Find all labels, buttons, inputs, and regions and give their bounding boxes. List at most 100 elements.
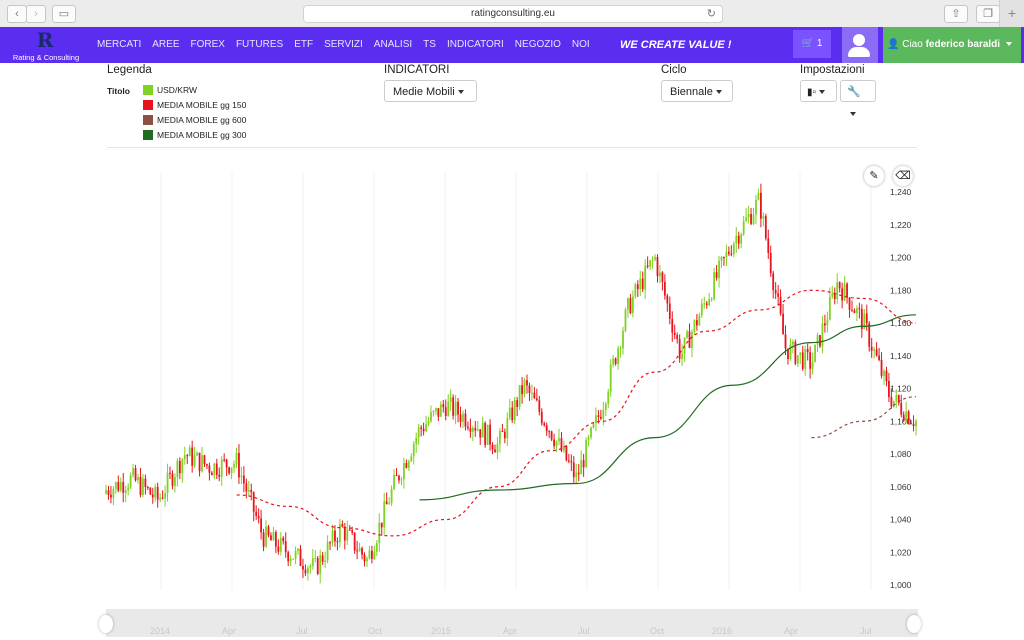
cart-button[interactable]: 🛒 1 bbox=[793, 30, 831, 58]
candle bbox=[151, 494, 154, 498]
navigator-bar[interactable] bbox=[106, 609, 918, 637]
candle bbox=[905, 411, 908, 421]
user-avatar[interactable] bbox=[842, 27, 878, 63]
menu-item-forex[interactable]: FOREX bbox=[190, 39, 225, 50]
price-chart[interactable]: 1,000 1,020 1,040 1,060 1,080 1,100 1,120 1,140… bbox=[0, 150, 1024, 608]
legend-item[interactable]: MEDIA MOBILE gg 600 bbox=[143, 115, 246, 125]
candle bbox=[558, 438, 560, 442]
candle bbox=[277, 546, 280, 552]
candle bbox=[851, 309, 853, 311]
legend-swatch bbox=[143, 115, 153, 125]
forward-button[interactable]: › bbox=[26, 5, 46, 23]
navigator-right-handle[interactable] bbox=[907, 615, 921, 633]
settings-heading: Impostazioni bbox=[800, 64, 865, 76]
address-bar[interactable]: ratingconsulting.eu ↻ bbox=[303, 5, 723, 23]
menu-item-servizi[interactable]: SERVIZI bbox=[324, 39, 363, 50]
candle bbox=[343, 526, 346, 541]
menu-item-futures[interactable]: FUTURES bbox=[235, 39, 284, 50]
menu-item-analisi[interactable]: ANALISI bbox=[373, 39, 413, 50]
candle bbox=[508, 407, 511, 419]
logo-mark: R bbox=[36, 28, 54, 52]
candle bbox=[890, 397, 893, 407]
caret-icon bbox=[715, 90, 722, 95]
menu-item-mercati[interactable]: MERCATI bbox=[97, 39, 142, 50]
candle bbox=[287, 552, 290, 562]
candle bbox=[639, 278, 642, 290]
candle bbox=[353, 532, 356, 551]
candle bbox=[262, 532, 265, 547]
candle bbox=[720, 257, 723, 261]
candle bbox=[444, 407, 447, 417]
candle bbox=[235, 452, 238, 465]
reload-icon[interactable]: ↻ bbox=[706, 8, 716, 20]
candle bbox=[142, 478, 144, 495]
candle bbox=[467, 426, 469, 429]
candle bbox=[759, 192, 762, 219]
candle bbox=[742, 220, 745, 235]
candle bbox=[439, 404, 442, 417]
candle bbox=[538, 400, 541, 412]
candle bbox=[267, 526, 270, 536]
candle bbox=[846, 283, 848, 298]
candle bbox=[368, 550, 371, 559]
share-button[interactable]: ⇧ bbox=[944, 5, 968, 23]
tools-dropdown[interactable]: 🔧 bbox=[840, 80, 876, 117]
candle bbox=[865, 313, 868, 324]
cycle-dropdown[interactable]: Biennale bbox=[661, 80, 733, 102]
chart-type-dropdown[interactable]: ▮▫ bbox=[800, 80, 837, 102]
candle bbox=[511, 407, 514, 421]
candle bbox=[735, 235, 738, 244]
y-tick-label: 1,220 bbox=[890, 220, 912, 230]
candle bbox=[218, 474, 221, 477]
candle bbox=[572, 462, 575, 478]
legend-item[interactable]: USD/KRW bbox=[143, 85, 197, 95]
legend-item[interactable]: MEDIA MOBILE gg 150 bbox=[143, 100, 246, 110]
pencil-icon[interactable]: ✎ bbox=[864, 166, 884, 186]
candle bbox=[294, 550, 297, 559]
account-menu[interactable]: 👤 Ciao federico baraldi bbox=[883, 27, 1021, 63]
legend-item[interactable]: MEDIA MOBILE gg 300 bbox=[143, 130, 246, 140]
tabs-button[interactable]: ❐ bbox=[976, 5, 1000, 23]
candle bbox=[474, 427, 477, 431]
menu-item-noi[interactable]: NOI bbox=[571, 39, 590, 50]
candle bbox=[560, 438, 563, 451]
candle bbox=[178, 460, 181, 474]
candle bbox=[543, 423, 546, 426]
browser-toolbar: ‹ › ▭ ratingconsulting.eu ↻ ⇧ ❐ + bbox=[0, 0, 1024, 28]
candle bbox=[306, 567, 309, 574]
candle bbox=[681, 353, 684, 359]
user-icon: 👤 bbox=[887, 39, 900, 50]
candle bbox=[193, 455, 196, 466]
candle bbox=[449, 397, 452, 402]
candle bbox=[274, 532, 277, 547]
candle bbox=[873, 349, 876, 351]
candle bbox=[824, 323, 826, 326]
y-tick-label: 1,180 bbox=[890, 285, 912, 295]
candle bbox=[513, 400, 516, 421]
candle bbox=[580, 460, 583, 475]
indicators-dropdown[interactable]: Medie Mobili bbox=[384, 80, 477, 102]
menu-item-indicatori[interactable]: INDICATORI bbox=[446, 39, 504, 50]
eraser-icon[interactable]: ⌫ bbox=[893, 166, 913, 186]
plus-icon: + bbox=[1007, 5, 1017, 21]
brand-logo[interactable]: R Rating & Consulting bbox=[4, 27, 88, 63]
navigator-left-handle[interactable] bbox=[99, 615, 113, 633]
candle bbox=[804, 349, 807, 369]
candle bbox=[806, 349, 809, 353]
menu-item-negozio[interactable]: NEGOZIO bbox=[514, 39, 561, 50]
candle bbox=[888, 381, 890, 398]
candle bbox=[641, 278, 644, 290]
candle bbox=[494, 449, 496, 453]
menu-item-ts[interactable]: TS bbox=[423, 39, 436, 50]
candle bbox=[843, 283, 846, 301]
candle bbox=[279, 537, 282, 552]
candle bbox=[885, 370, 888, 382]
new-tab-button[interactable]: + bbox=[999, 0, 1024, 27]
menu-item-etf[interactable]: ETF bbox=[294, 39, 314, 50]
candle bbox=[410, 456, 413, 462]
back-button[interactable]: ‹ bbox=[7, 5, 27, 23]
sidebar-button[interactable]: ▭ bbox=[52, 5, 76, 23]
candle bbox=[257, 516, 260, 519]
candle bbox=[201, 455, 203, 472]
menu-item-aree[interactable]: AREE bbox=[152, 39, 180, 50]
